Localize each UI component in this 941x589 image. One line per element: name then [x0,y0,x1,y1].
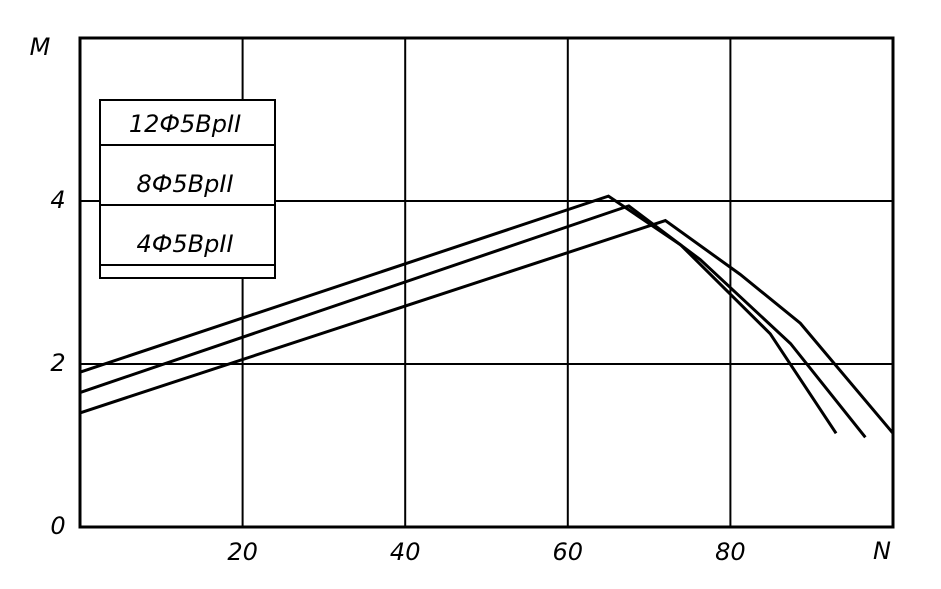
line-series [79,204,867,439]
y-axis-label: M [30,33,51,61]
x-tick-label: 20 [227,538,258,566]
legend-label: 12Ф5ВрII [129,110,241,138]
x-tick-label: 40 [390,538,421,566]
x-tick-label: 80 [715,538,746,566]
x-tick-label: 60 [553,538,584,566]
line-series [79,218,895,435]
legend-box [99,99,276,279]
y-tick-label: 2 [50,349,65,377]
legend-label: 8Ф5ВрII [136,170,233,198]
y-tick-label: 4 [50,186,65,214]
y-tick-label: 0 [50,512,65,540]
x-axis-label: N [873,537,891,565]
legend-label: 4Ф5ВрII [136,230,233,258]
